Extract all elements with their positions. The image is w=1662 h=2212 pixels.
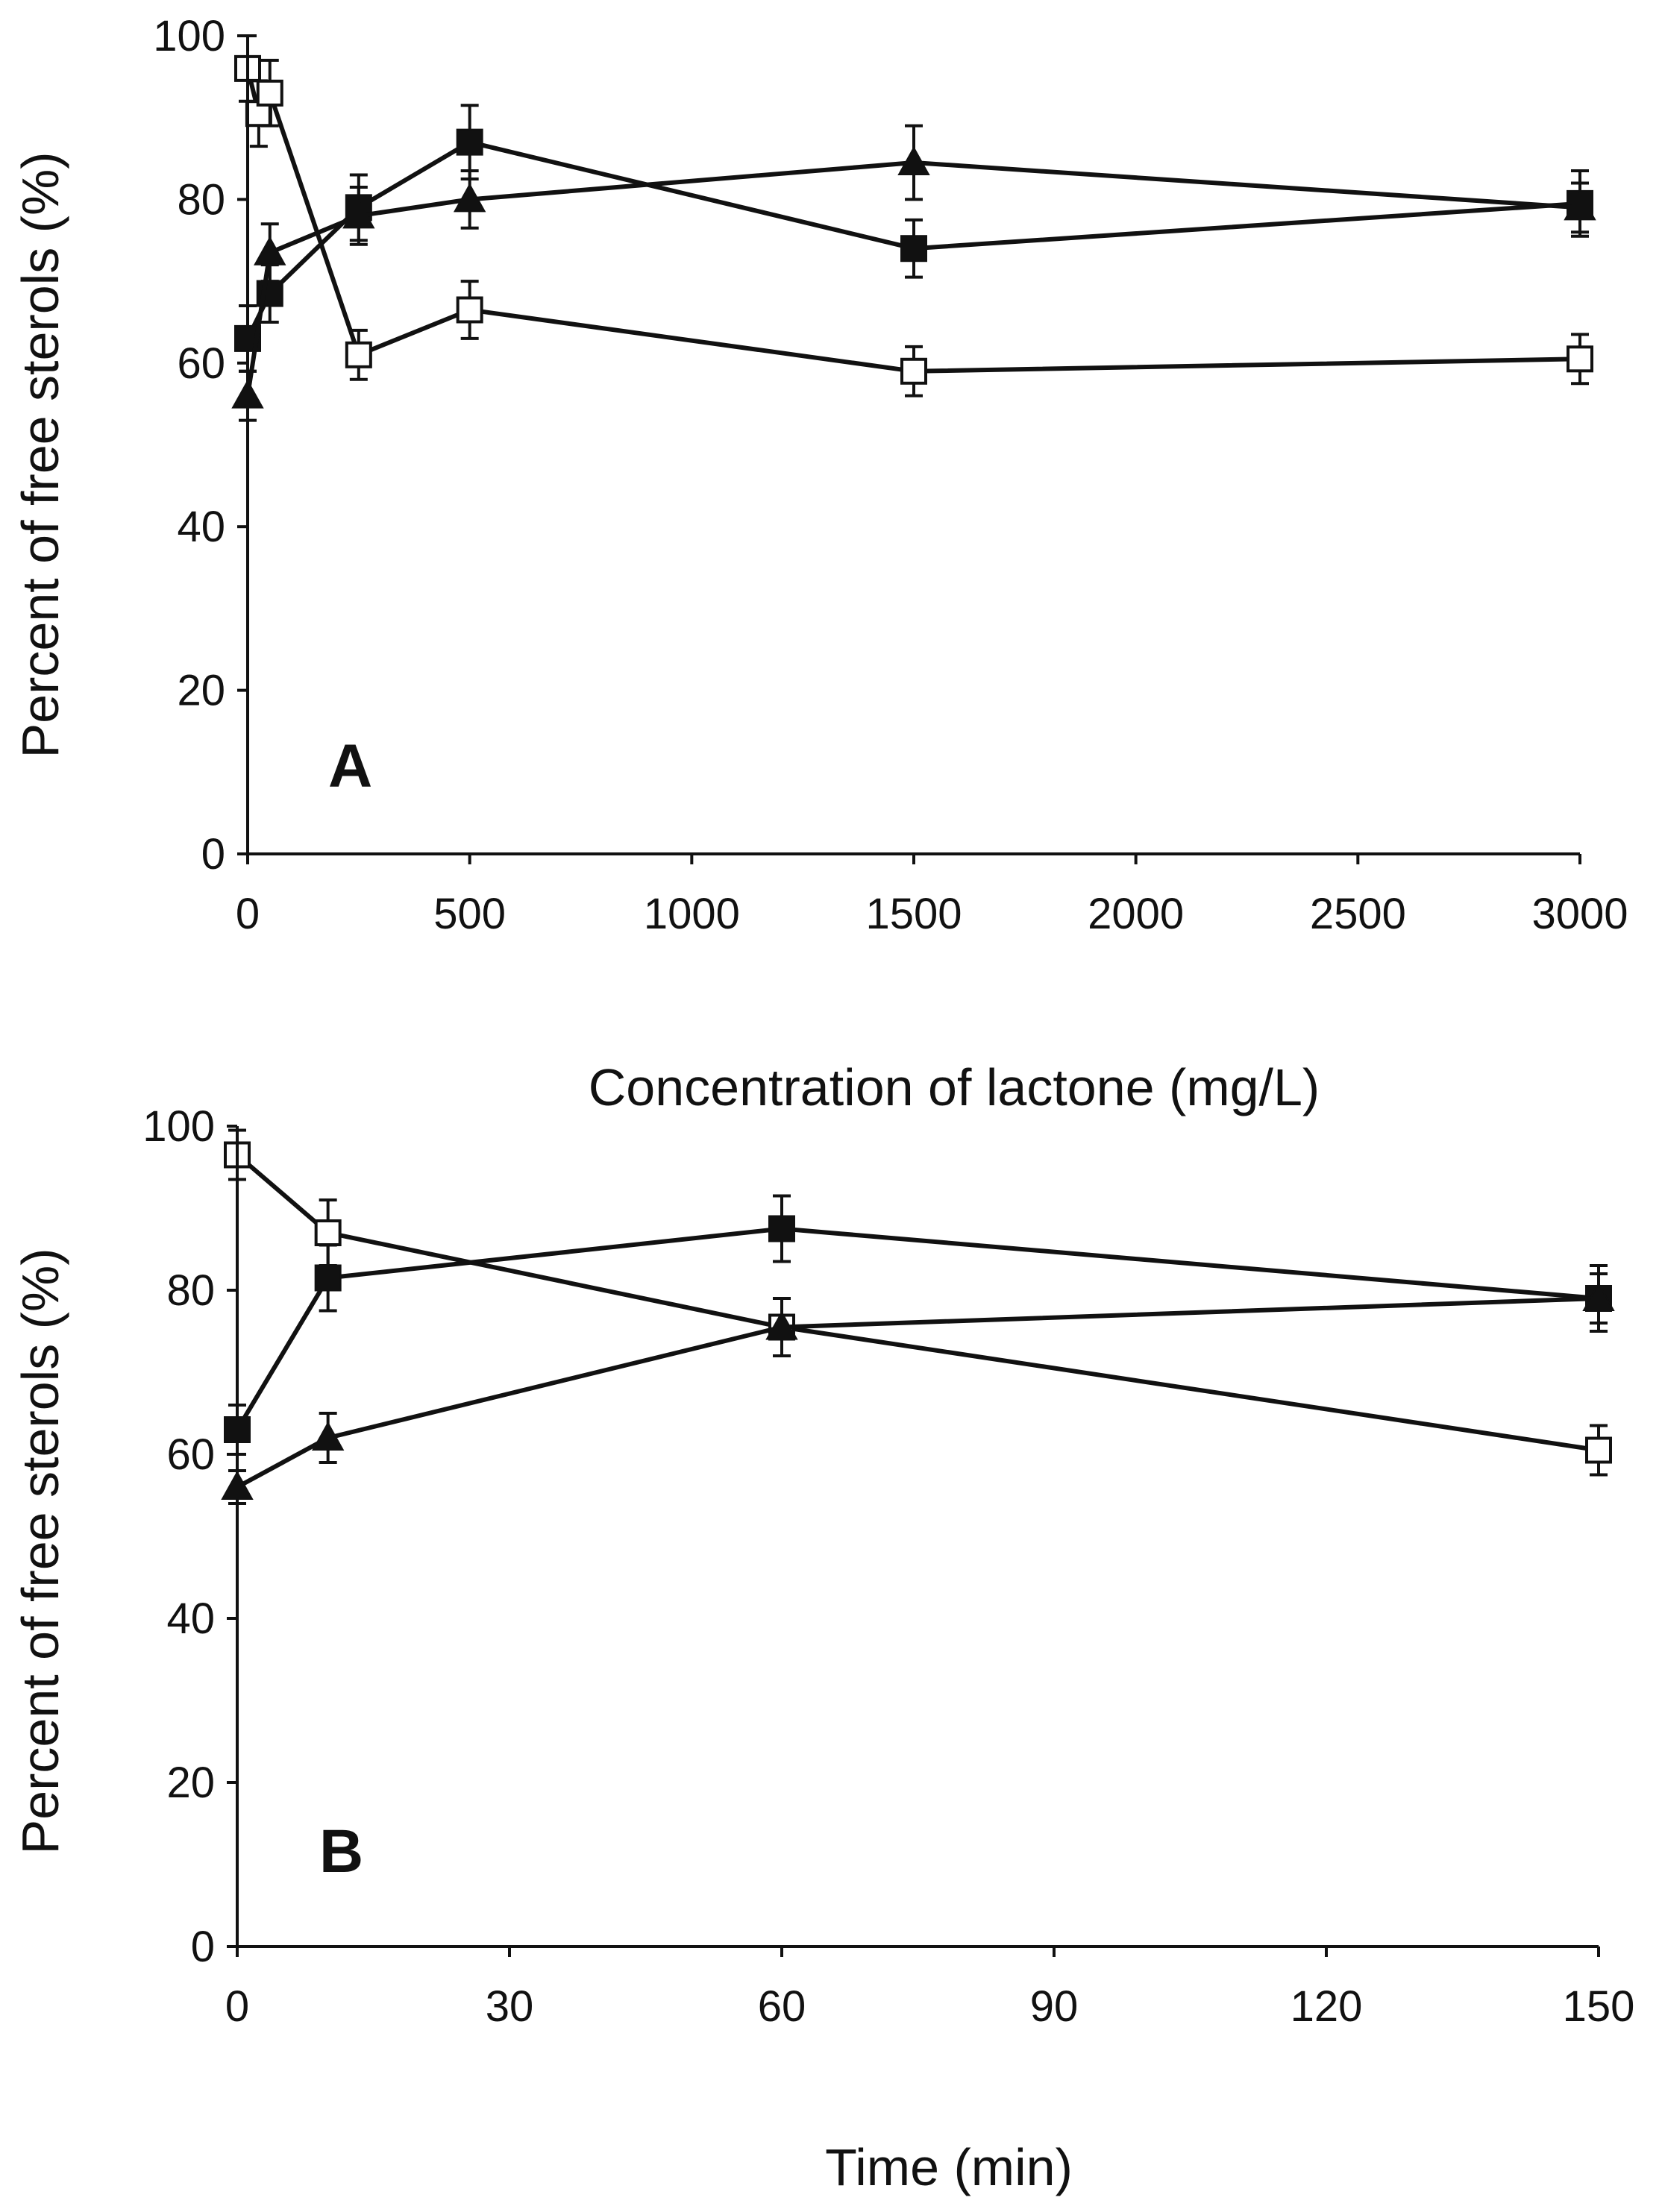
data-point-open-square [345, 341, 372, 368]
data-point-filled-triangle [311, 1421, 345, 1451]
panel-a-y-tick-label: 40 [177, 503, 225, 551]
data-point-open-square [456, 296, 483, 324]
data-point-filled-triangle [453, 183, 486, 213]
data-point-filled-triangle [765, 1310, 798, 1340]
panel-b-series-line-filled-square [235, 1226, 1599, 1431]
data-point-open-square [900, 357, 927, 385]
panel-b-x-tick-label: 30 [486, 1982, 534, 2031]
panel-a-x-tick-label: 0 [236, 890, 260, 938]
panel-a-marks [231, 34, 1596, 422]
data-point-open-square [314, 1219, 342, 1246]
panel-a-x-tick-label: 500 [433, 890, 506, 938]
data-point-filled-square [456, 128, 483, 156]
panel-b-y-tick-label: 40 [166, 1594, 215, 1643]
panel-a-y-tick-label: 60 [177, 339, 225, 388]
panel-b-x-tick-label: 90 [1030, 1982, 1079, 2031]
panel-b-y-axis-title: Percent of free sterols (%) [11, 1248, 69, 1854]
panel-a-label: A [328, 732, 372, 800]
data-point-filled-triangle [254, 236, 286, 265]
panel-a-x-tick-label: 2000 [1088, 890, 1184, 938]
panel-b-y-tick-label: 0 [191, 1923, 215, 1971]
panel-a-series-line-filled-triangle [245, 160, 1581, 397]
panel-b-x-tick-label: 60 [758, 1982, 806, 2031]
panel-a-y-tick-label: 100 [153, 12, 225, 60]
data-point-open-square [1567, 345, 1593, 373]
data-point-filled-square [314, 1264, 342, 1292]
data-point-filled-triangle [1582, 1281, 1615, 1311]
panel-a-x-tick-label: 3000 [1531, 890, 1628, 938]
panel-b-axes: 0 20 40 60 80 100 0 30 60 90 120 150 [142, 1102, 1634, 2031]
panel-b-x-tick-label: 150 [1563, 1982, 1635, 2031]
panel-b-chart: 0 20 40 60 80 100 0 30 60 90 120 150 Time (min) Per… [11, 1102, 1634, 2196]
panel-a-x-axis-title: Concentration of lactone (mg/L) [589, 1058, 1320, 1116]
panel-a-y-tick-label: 20 [177, 667, 225, 715]
panel-b-series-line-open-square [236, 1153, 1599, 1453]
panel-a-y-axis-title: Percent of free sterols (%) [11, 151, 69, 758]
data-point-open-square [256, 79, 283, 107]
panel-a-y-tick-label: 0 [201, 830, 225, 879]
panel-b-y-tick-label: 80 [166, 1266, 215, 1315]
data-point-filled-triangle [342, 199, 375, 229]
panel-b-label: B [319, 1817, 363, 1885]
panel-b-x-tick-label: 120 [1291, 1982, 1363, 2031]
panel-a-x-tick-label: 2500 [1310, 890, 1406, 938]
panel-b-series-line-filled-triangle [236, 1296, 1599, 1489]
data-point-filled-triangle [1564, 191, 1596, 221]
data-point-open-square [1585, 1436, 1612, 1464]
panel-b-marks [221, 1128, 1615, 1505]
panel-b-x-axis-title: Time (min) [825, 2138, 1073, 2196]
panel-a-y-tick-label: 80 [177, 175, 225, 224]
data-point-filled-square [900, 235, 927, 263]
data-point-filled-triangle [897, 145, 930, 176]
panel-b-y-tick-label: 60 [166, 1430, 215, 1479]
panel-a-x-tick-label: 1000 [644, 890, 740, 938]
panel-a-x-tick-label: 1500 [865, 890, 962, 938]
data-point-filled-square [768, 1215, 795, 1242]
panel-b-y-tick-label: 100 [142, 1102, 215, 1151]
panel-b-x-tick-label: 0 [225, 1982, 249, 2031]
panel-b-y-tick-label: 20 [166, 1759, 215, 1807]
